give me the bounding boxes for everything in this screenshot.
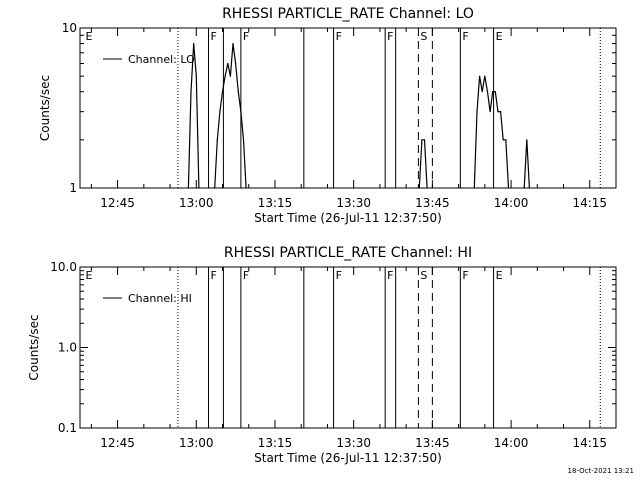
event-marker-label: E <box>496 269 503 282</box>
x-tick-label: 13:45 <box>415 196 450 210</box>
data-point <box>195 75 197 77</box>
data-point <box>232 42 234 45</box>
data-point <box>481 91 483 93</box>
data-point <box>499 111 502 113</box>
x-tick-label: 12:45 <box>100 436 135 450</box>
x-tick-label: 13:30 <box>336 436 371 450</box>
data-point <box>224 75 226 77</box>
data-point <box>214 187 216 189</box>
data-point <box>489 111 491 113</box>
event-marker-label: F <box>462 269 468 282</box>
data-point <box>484 75 486 77</box>
series-line-channel-lo <box>418 139 428 189</box>
x-tick-label: 13:00 <box>179 196 214 210</box>
y-tick-label: 1 <box>69 181 77 195</box>
event-marker-label: F <box>336 30 342 43</box>
data-point <box>187 187 190 189</box>
data-point <box>505 139 507 141</box>
data-point <box>494 91 496 93</box>
data-point <box>229 75 231 77</box>
x-tick-label: 13:30 <box>336 196 371 210</box>
data-point <box>193 42 195 45</box>
x-tick-label: 13:15 <box>258 196 293 210</box>
data-point <box>421 139 423 141</box>
y-tick-label: 10 <box>62 21 77 35</box>
data-point <box>478 75 481 77</box>
y-tick-label: 10.0 <box>50 260 77 274</box>
x-axis-label: Start Time (26-Jul-11 12:37:50) <box>254 451 442 465</box>
data-point <box>502 139 504 141</box>
data-point <box>426 187 428 189</box>
data-point <box>219 111 221 113</box>
data-point <box>526 139 528 141</box>
data-point <box>473 187 475 189</box>
data-point <box>507 187 510 189</box>
x-tick-label: 14:15 <box>572 196 607 210</box>
data-point <box>423 139 426 141</box>
data-point <box>235 62 237 65</box>
data-point <box>242 139 245 141</box>
plot-timestamp: 18-Oct-2021 13:21 <box>567 467 634 475</box>
data-point <box>418 187 420 189</box>
x-tick-label: 12:45 <box>100 196 135 210</box>
event-marker-label: F <box>211 30 217 43</box>
data-point <box>237 91 239 93</box>
data-point <box>240 111 242 113</box>
event-marker-label: F <box>387 269 393 282</box>
event-marker-label: E <box>496 30 503 43</box>
data-point <box>216 139 218 141</box>
event-marker-label: E <box>85 30 92 43</box>
plot-frame-0 <box>79 27 617 189</box>
event-marker-label: S <box>420 30 427 43</box>
data-point <box>221 91 224 93</box>
data-point <box>227 62 229 65</box>
x-tick-label: 13:15 <box>258 436 293 450</box>
data-point <box>492 91 494 93</box>
data-point <box>245 187 247 189</box>
data-point <box>523 187 525 189</box>
data-point <box>198 187 200 189</box>
data-point <box>476 111 478 113</box>
x-tick-label: 14:00 <box>494 436 529 450</box>
event-marker-label: E <box>85 269 92 282</box>
legend-label: Channel: LO <box>128 53 195 66</box>
y-axis-label: Counts/sec <box>38 75 52 141</box>
x-tick-label: 13:45 <box>415 436 450 450</box>
y-tick-label: 0.1 <box>58 421 77 435</box>
series-line-channel-lo <box>473 76 510 189</box>
event-marker-label: F <box>336 269 342 282</box>
y-axis-label: Counts/sec <box>27 314 41 380</box>
y-tick-label: 1.0 <box>58 341 77 355</box>
event-marker-label: S <box>420 269 427 282</box>
event-marker-label: F <box>243 269 249 282</box>
x-tick-label: 14:15 <box>572 436 607 450</box>
event-marker-label: F <box>243 30 249 43</box>
x-tick-label: 13:00 <box>179 436 214 450</box>
chart-title: RHESSI PARTICLE_RATE Channel: LO <box>222 6 474 22</box>
event-marker-label: F <box>211 269 217 282</box>
data-point <box>528 187 531 189</box>
event-marker-label: F <box>387 30 393 43</box>
data-point <box>497 111 499 113</box>
data-point <box>486 91 489 93</box>
x-axis-label: Start Time (26-Jul-11 12:37:50) <box>254 211 442 225</box>
series-line-channel-lo <box>214 43 247 189</box>
chart-title: RHESSI PARTICLE_RATE Channel: HI <box>224 245 472 261</box>
x-tick-label: 14:00 <box>494 196 529 210</box>
data-point <box>190 91 192 93</box>
series-line-channel-lo <box>523 139 530 189</box>
legend-label: Channel: HI <box>128 292 192 305</box>
event-marker-label: F <box>462 30 468 43</box>
